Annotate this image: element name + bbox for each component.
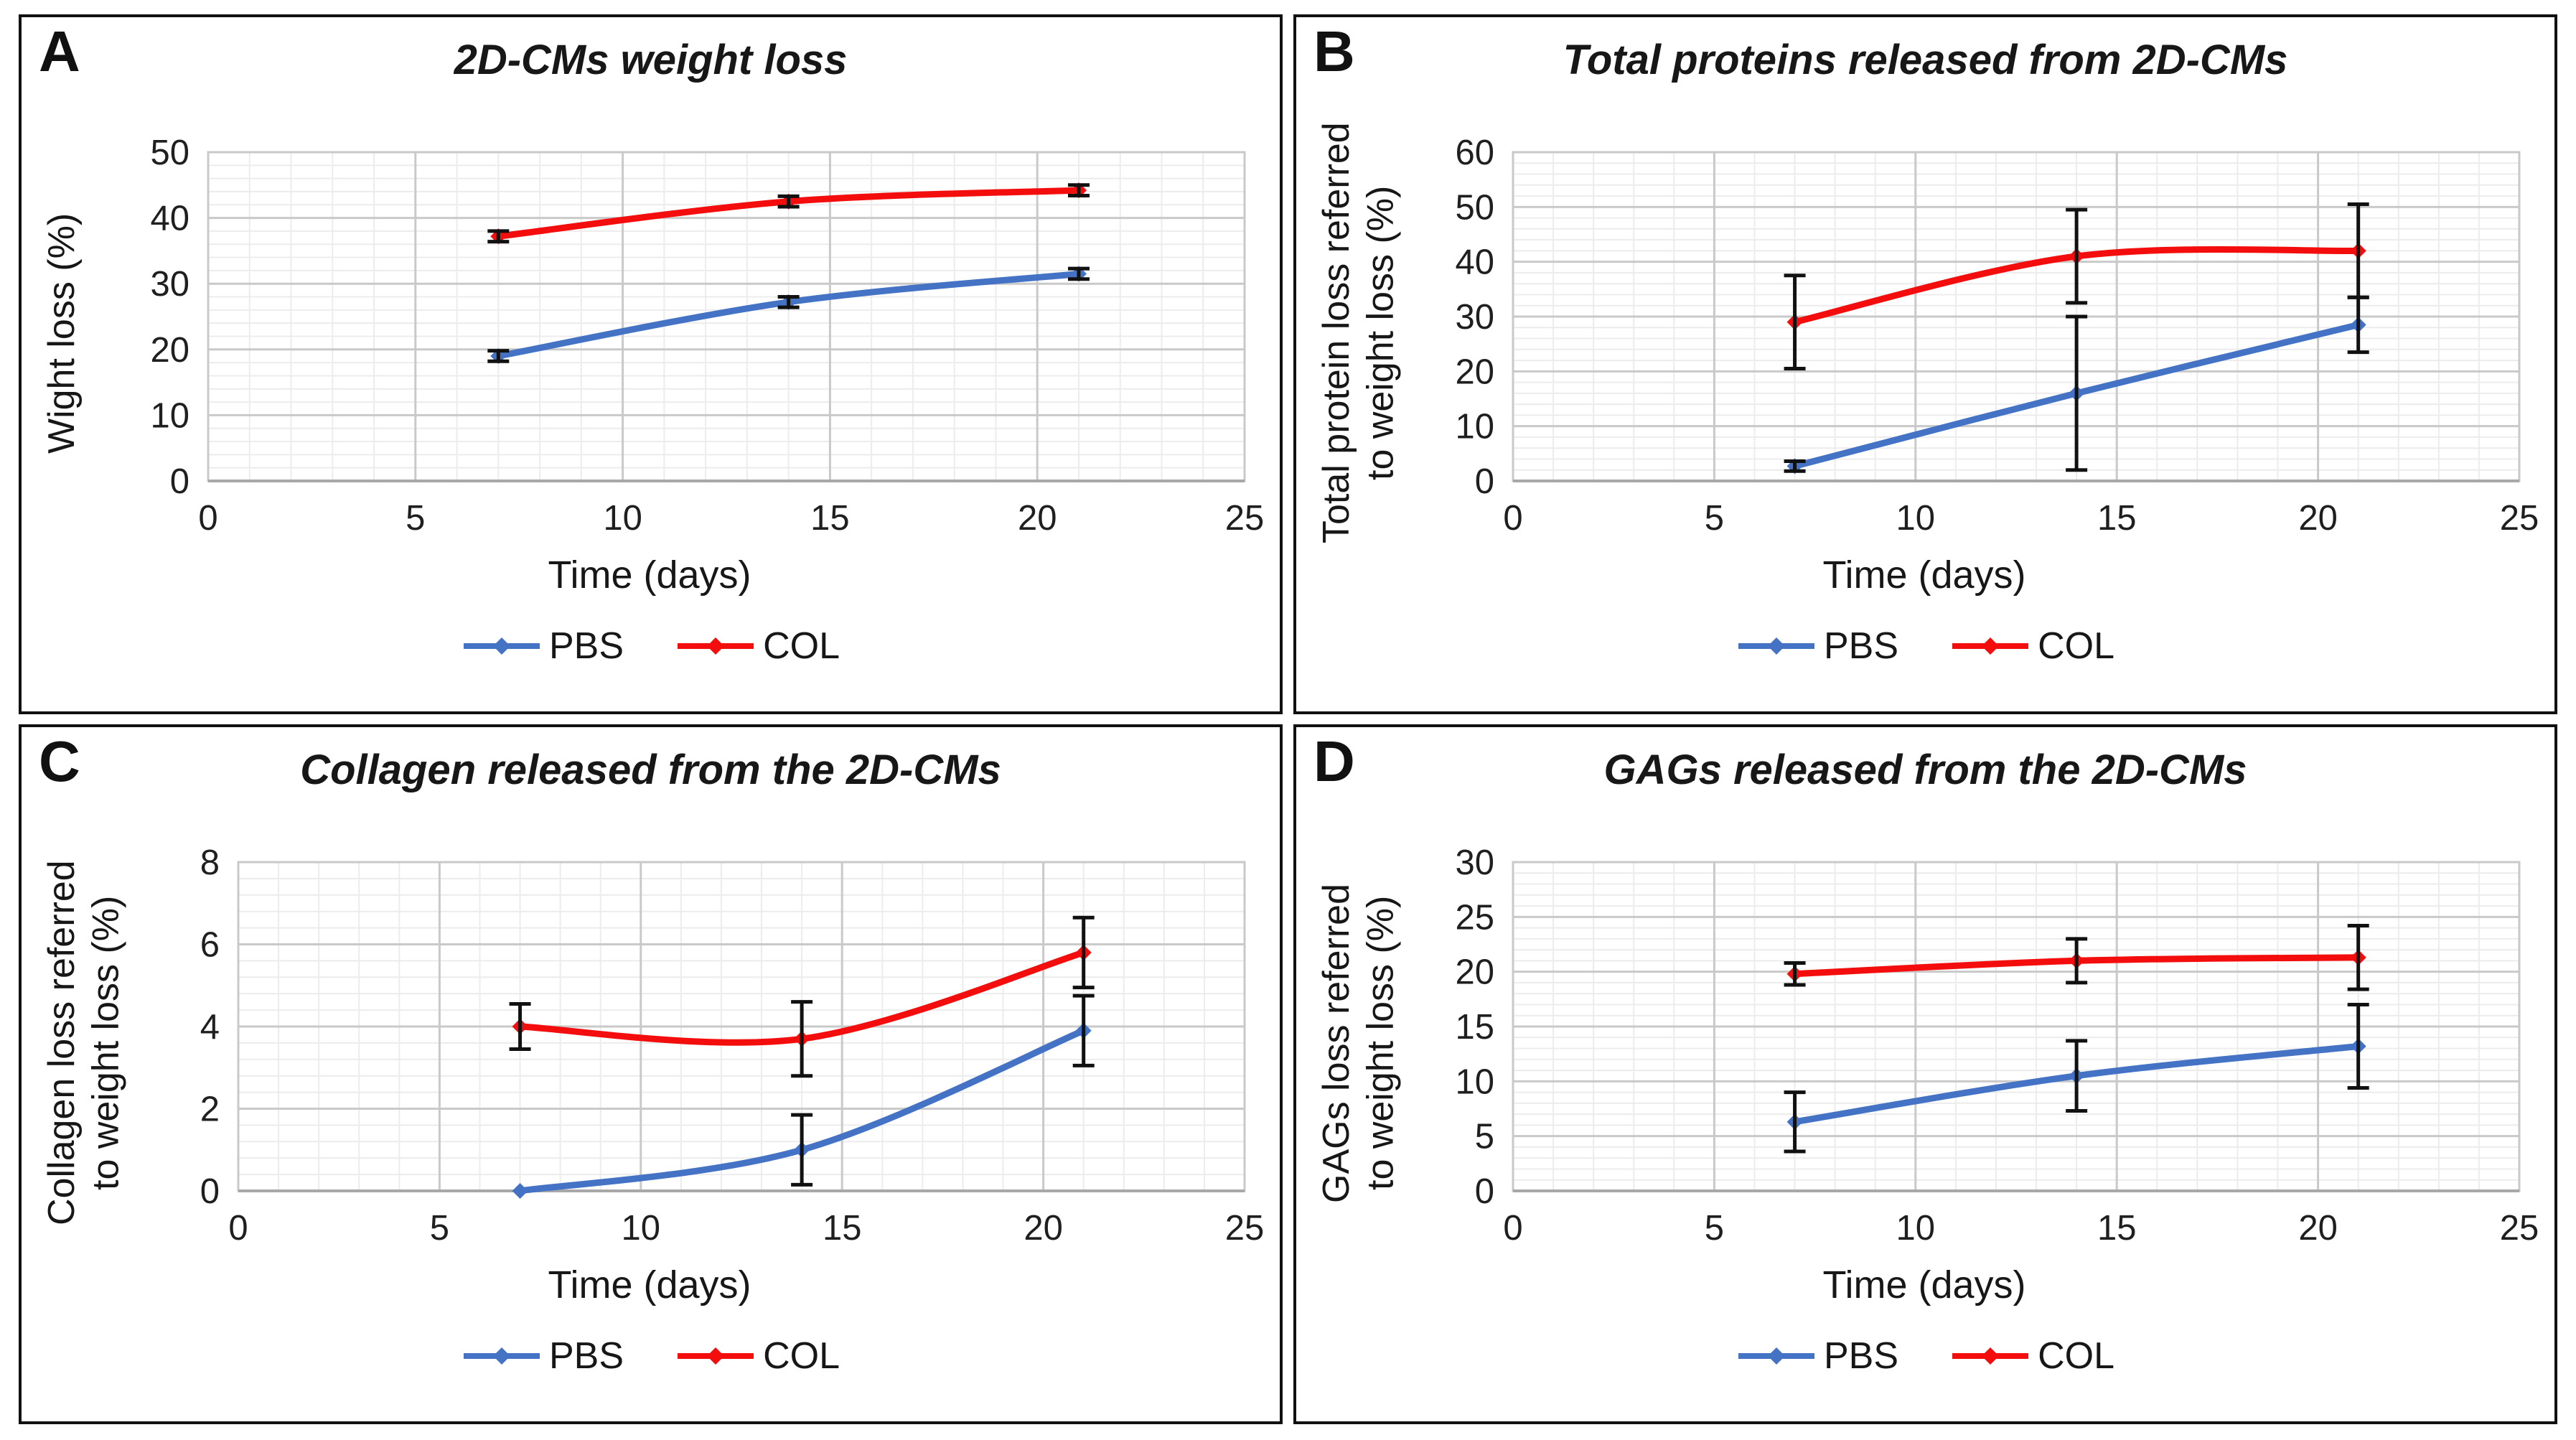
panel-letter: C — [39, 729, 80, 793]
chart-title: GAGs released from the 2D-CMs — [1603, 747, 2247, 793]
legend-item-pbs: PBS — [462, 1334, 624, 1378]
col-line-marker-icon — [678, 637, 754, 655]
panel-letter: B — [1313, 19, 1355, 83]
svg-text:30: 30 — [1455, 843, 1494, 882]
svg-text:10: 10 — [622, 1209, 661, 1248]
x-axis-title: Time (days) — [1822, 553, 2026, 597]
svg-text:20: 20 — [1018, 499, 1057, 538]
chart-title: Total proteins released from 2D-CMs — [1563, 37, 2288, 83]
legend-item-pbs: PBS — [1736, 1334, 1898, 1378]
legend: PBS COL — [22, 1334, 1280, 1378]
pbs-line-marker-icon — [464, 1347, 540, 1365]
svg-text:5: 5 — [430, 1209, 449, 1248]
svg-text:5: 5 — [1475, 1118, 1494, 1156]
legend-label: PBS — [549, 1335, 624, 1377]
svg-text:50: 50 — [1455, 188, 1494, 227]
svg-text:25: 25 — [2500, 499, 2539, 538]
svg-text:0: 0 — [200, 1172, 220, 1211]
svg-text:10: 10 — [1896, 499, 1936, 538]
legend-label: COL — [763, 625, 840, 667]
legend: PBS COL — [1296, 625, 2554, 668]
panel-c: C Collagen released from the 2D-CMs Coll… — [19, 724, 1283, 1424]
x-axis-title: Time (days) — [548, 1263, 751, 1306]
svg-text:40: 40 — [1455, 243, 1494, 282]
svg-text:0: 0 — [228, 1209, 248, 1248]
svg-text:15: 15 — [1455, 1008, 1494, 1047]
svg-text:0: 0 — [1503, 499, 1522, 538]
legend-item-col: COL — [675, 1334, 840, 1378]
panel-b: B Total proteins released from 2D-CMs To… — [1293, 14, 2557, 714]
svg-text:25: 25 — [2500, 1209, 2539, 1248]
chart-canvas: 0 5 10 15 20 25 0 10 20 30 40 50 60 — [1455, 134, 2539, 538]
svg-text:8: 8 — [200, 843, 220, 882]
chart-canvas: 0 5 10 15 20 25 0 10 20 30 40 50 — [150, 134, 1265, 538]
col-line-marker-icon — [1952, 1347, 2029, 1365]
legend-label: PBS — [1824, 1335, 1899, 1377]
svg-text:5: 5 — [1705, 1209, 1724, 1248]
legend: PBS COL — [22, 625, 1280, 668]
svg-text:10: 10 — [1896, 1209, 1936, 1248]
svg-text:5: 5 — [406, 499, 425, 538]
svg-text:20: 20 — [1024, 1209, 1063, 1248]
svg-text:10: 10 — [1455, 408, 1494, 447]
svg-text:0: 0 — [1475, 1172, 1494, 1211]
svg-text:15: 15 — [810, 499, 850, 538]
chart-title: 2D-CMs weight loss — [454, 37, 848, 83]
legend: PBS COL — [1296, 1334, 2554, 1378]
chart-canvas: 0 5 10 15 20 25 0 2 4 6 8 — [200, 843, 1265, 1248]
svg-text:10: 10 — [603, 499, 642, 538]
svg-text:15: 15 — [2097, 1209, 2137, 1248]
legend-item-pbs: PBS — [1736, 625, 1898, 668]
legend-label: PBS — [549, 625, 624, 667]
svg-text:10: 10 — [1455, 1062, 1494, 1101]
svg-text:10: 10 — [150, 396, 189, 435]
svg-text:0: 0 — [170, 462, 189, 501]
svg-text:20: 20 — [2298, 1209, 2338, 1248]
legend-item-pbs: PBS — [462, 625, 624, 668]
svg-text:0: 0 — [198, 499, 217, 538]
svg-text:15: 15 — [2097, 499, 2137, 538]
panel-d: D GAGs released from the 2D-CMs GAGs los… — [1293, 724, 2557, 1424]
col-line-marker-icon — [1952, 637, 2029, 655]
svg-text:6: 6 — [200, 926, 220, 965]
panel-a: A 2D-CMs weight loss Wight loss (%) 0 5 10… — [19, 14, 1283, 714]
svg-text:20: 20 — [150, 331, 189, 370]
svg-text:5: 5 — [1705, 499, 1724, 538]
svg-text:25: 25 — [1225, 499, 1265, 538]
svg-text:40: 40 — [150, 200, 189, 238]
x-axis-title: Time (days) — [1822, 1263, 2026, 1306]
pbs-line-marker-icon — [1738, 637, 1814, 655]
svg-text:20: 20 — [1455, 352, 1494, 391]
legend-item-col: COL — [1950, 1334, 2114, 1378]
legend-item-col: COL — [675, 625, 840, 668]
svg-text:20: 20 — [2298, 499, 2338, 538]
col-line-marker-icon — [678, 1347, 754, 1365]
svg-text:0: 0 — [1503, 1209, 1522, 1248]
svg-text:0: 0 — [1475, 462, 1494, 501]
svg-text:25: 25 — [1455, 898, 1494, 937]
svg-text:50: 50 — [150, 134, 189, 172]
svg-text:2: 2 — [200, 1090, 220, 1129]
pbs-line-marker-icon — [464, 637, 540, 655]
pbs-line-marker-icon — [1738, 1347, 1814, 1365]
x-axis-title: Time (days) — [548, 553, 751, 597]
panel-letter: D — [1313, 729, 1355, 793]
svg-text:4: 4 — [200, 1008, 220, 1047]
svg-text:25: 25 — [1225, 1209, 1265, 1248]
legend-label: PBS — [1824, 625, 1899, 667]
svg-text:30: 30 — [1455, 298, 1494, 337]
legend-label: COL — [2038, 625, 2114, 667]
svg-text:30: 30 — [150, 265, 189, 304]
panel-letter: A — [39, 19, 80, 83]
legend-label: COL — [2038, 1335, 2114, 1377]
chart-canvas: 0 5 10 15 20 25 0 5 10 15 20 25 30 — [1455, 843, 2539, 1248]
legend-item-col: COL — [1950, 625, 2114, 668]
svg-text:20: 20 — [1455, 953, 1494, 992]
legend-label: COL — [763, 1335, 840, 1377]
svg-text:15: 15 — [823, 1209, 862, 1248]
svg-text:60: 60 — [1455, 134, 1494, 172]
chart-title: Collagen released from the 2D-CMs — [300, 747, 1001, 793]
